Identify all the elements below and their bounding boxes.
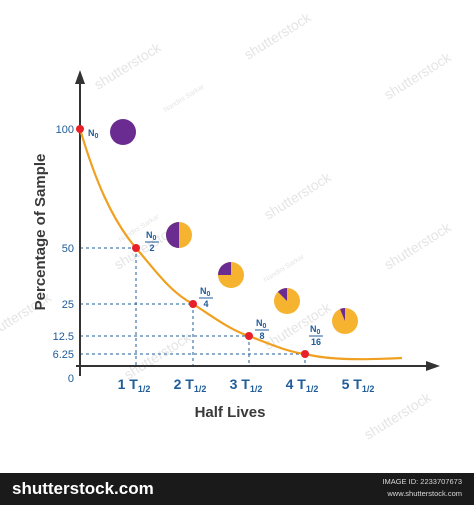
axes <box>75 70 440 376</box>
sample-pie-remaining <box>166 222 179 248</box>
watermark-text: shutterstock <box>361 388 434 442</box>
y-axis-title: Percentage of Sample <box>32 154 49 311</box>
footer-logo[interactable]: shutterstock.com <box>12 479 154 498</box>
x-axis-title: Half Lives <box>195 404 266 421</box>
point-label-denominator: 2 <box>149 243 154 253</box>
y-tick-labels: 100 50 25 12.5 6.25 0 <box>53 124 74 385</box>
x-tick-label: 1 T1/2 <box>118 376 151 394</box>
y-tick-label: 0 <box>68 373 74 385</box>
y-tick-label: 12.5 <box>53 331 74 343</box>
x-tick-label: 4 T1/2 <box>286 376 319 394</box>
y-tick-label: 25 <box>62 299 74 311</box>
footer-image-id: IMAGE ID: 2233707673 <box>382 477 462 486</box>
watermark-text: shutterstock <box>261 168 334 222</box>
x-tick-label: 2 T1/2 <box>174 376 207 394</box>
sample-pie-remaining <box>218 262 231 275</box>
x-tick-labels: 1 T1/2 2 T1/2 3 T1/2 4 T1/2 5 T1/2 <box>118 376 375 394</box>
sample-pie <box>110 119 136 145</box>
sample-pie-remaining <box>340 308 345 321</box>
watermark-author: Nandini Sarkar <box>163 83 207 114</box>
data-point <box>132 244 140 252</box>
watermark-text: shutterstock <box>381 218 454 272</box>
sample-pie-remaining <box>277 288 287 301</box>
watermark-text: shutterstock <box>381 48 454 102</box>
point-label-numerator: N0 <box>310 324 321 336</box>
watermark-text: shutterstock <box>241 8 314 62</box>
guide-lines <box>80 247 306 366</box>
y-tick-label: 6.25 <box>53 349 74 361</box>
data-points <box>76 125 309 358</box>
point-label-denominator: 8 <box>259 331 264 341</box>
y-tick-label: 50 <box>62 243 74 255</box>
decay-curve <box>78 128 403 361</box>
data-point <box>189 300 197 308</box>
y-tick-label: 100 <box>56 124 74 136</box>
sample-pies <box>110 119 358 334</box>
watermark-text: shutterstock <box>121 328 194 382</box>
data-point <box>301 350 309 358</box>
half-life-chart: shutterstock shutterstock shutterstock shut… <box>0 8 454 442</box>
data-point <box>245 332 253 340</box>
y-axis-arrow <box>75 70 85 84</box>
point-label-numerator: N0 <box>256 318 267 330</box>
x-tick-label: 3 T1/2 <box>230 376 263 394</box>
point-label-denominator: 4 <box>203 299 208 309</box>
watermark-author: Nandini Sarkar <box>263 253 307 284</box>
x-tick-label: 5 T1/2 <box>342 376 375 394</box>
x-axis-arrow <box>426 361 440 371</box>
footer-bar: shutterstock.com IMAGE ID: 2233707673 ww… <box>0 473 474 505</box>
footer-url[interactable]: www.shutterstock.com <box>387 489 462 498</box>
point-label-numerator: N0 <box>88 128 99 140</box>
data-point <box>76 125 84 133</box>
point-label-numerator: N0 <box>200 286 211 298</box>
point-label-numerator: N0 <box>146 230 157 242</box>
point-label-denominator: 16 <box>311 337 321 347</box>
watermark-text: shutterstock <box>91 38 164 92</box>
